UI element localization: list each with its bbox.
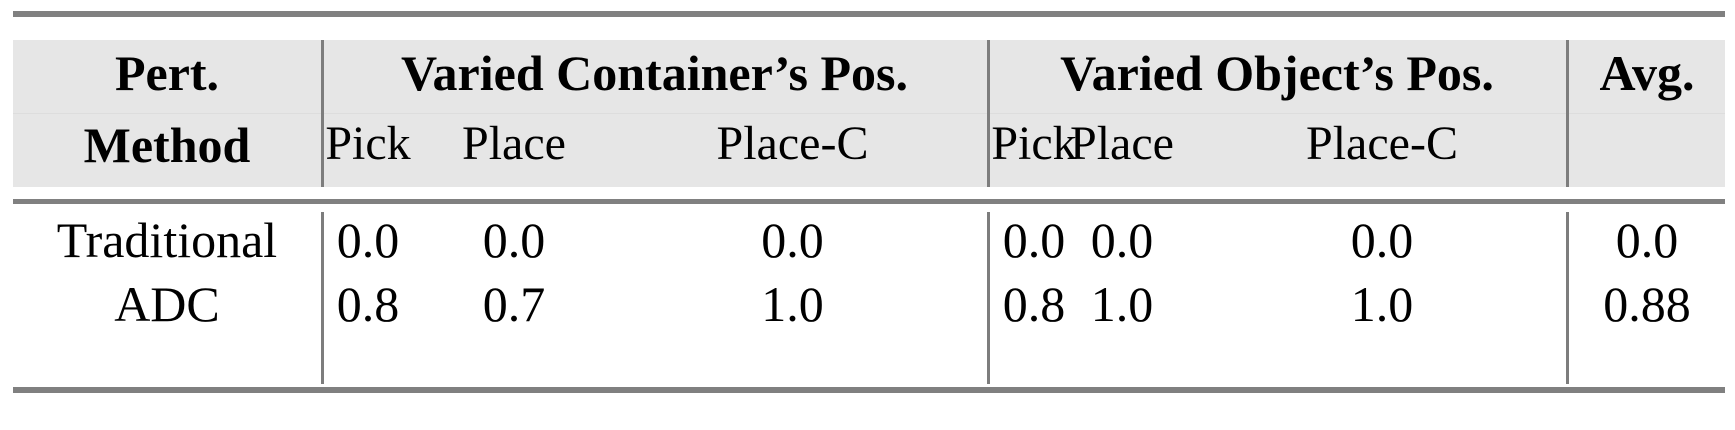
cell-adc-object-place-c: 1.0 (1350, 276, 1414, 332)
bottom-rule (13, 387, 1725, 393)
cell-traditional-container-place: 0.0 (482, 212, 546, 268)
subheader-container-pick: Pick (325, 117, 411, 170)
cell-traditional-object-place: 0.0 (1090, 212, 1154, 268)
cell-traditional-container-place-c: 0.0 (761, 212, 824, 268)
cell-traditional-container-pick: 0.0 (336, 212, 400, 268)
subheader-object-pick: Pick (991, 117, 1077, 170)
table-row-method-traditional: Traditional (56, 212, 278, 268)
cell-adc-container-pick: 0.8 (336, 276, 400, 332)
cell-adc-object-place: 1.0 (1090, 276, 1154, 332)
column-divider-container-object-header (987, 40, 990, 187)
cell-adc-object-pick: 0.8 (1002, 276, 1066, 332)
subheader-object-place: Place (1070, 117, 1174, 170)
column-divider-container-object-body (987, 212, 990, 384)
cell-traditional-object-place-c: 0.0 (1350, 212, 1414, 268)
group-header-varied-objects-pos: Varied Object’s Pos. (1060, 45, 1494, 101)
header-row-separator (13, 113, 1725, 114)
cell-adc-avg: 0.88 (1603, 276, 1691, 332)
group-header-avg: Avg. (1599, 45, 1695, 101)
group-header-varied-containers-pos: Varied Container’s Pos. (401, 45, 908, 101)
column-divider-object-avg-header (1566, 40, 1569, 187)
cell-traditional-object-pick: 0.0 (1002, 212, 1066, 268)
top-rule (13, 11, 1725, 17)
column-divider-stub-container-header (321, 40, 324, 187)
column-divider-object-avg-body (1566, 212, 1569, 384)
stub-header-line1: Pert. (114, 45, 220, 101)
cell-adc-container-place-c: 1.0 (761, 276, 824, 332)
table-row-method-adc: ADC (114, 276, 220, 332)
cell-adc-container-place: 0.7 (482, 276, 546, 332)
subheader-container-place: Place (462, 117, 566, 170)
middle-rule (13, 199, 1725, 204)
stub-header-line2: Method (83, 117, 251, 173)
subheader-container-place-c: Place-C (716, 117, 869, 170)
column-divider-stub-container-body (321, 212, 324, 384)
subheader-object-place-c: Place-C (1306, 117, 1458, 170)
cell-traditional-avg: 0.0 (1615, 212, 1679, 268)
